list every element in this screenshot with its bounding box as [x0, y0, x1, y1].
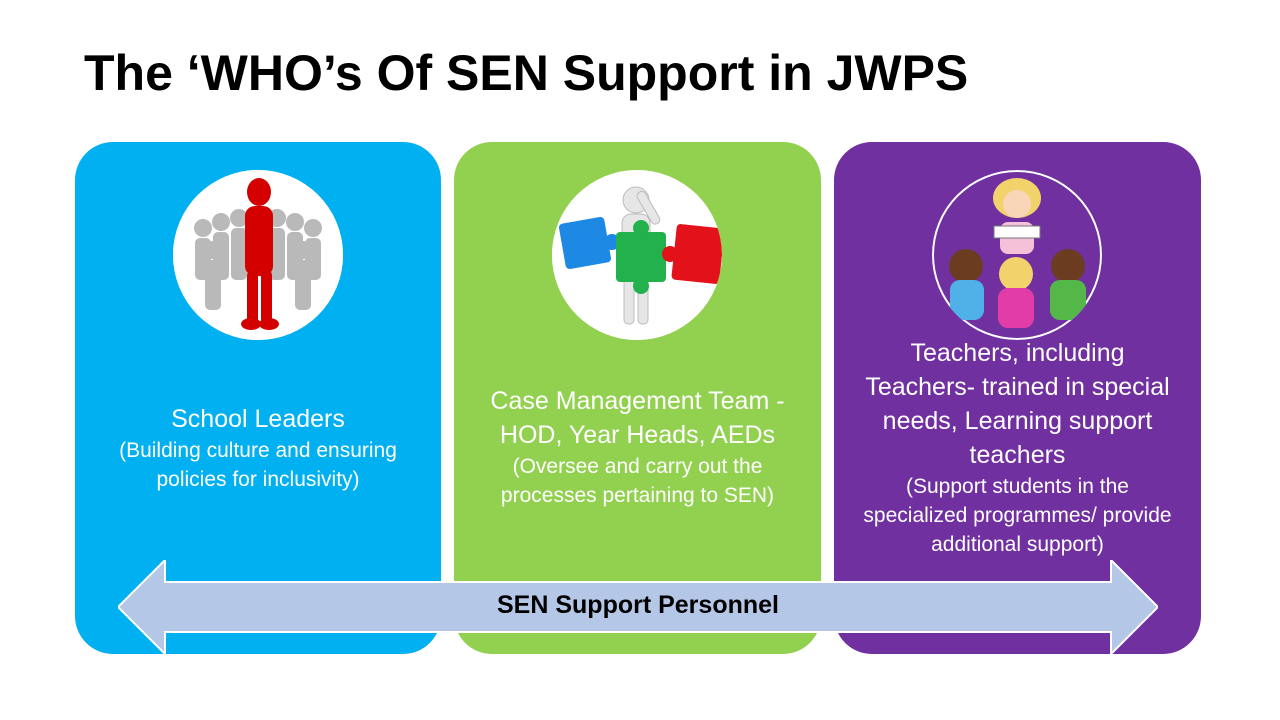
- case-management-card: Case Management Team - HOD, Year Heads, …: [454, 142, 821, 654]
- school-leaders-card: School Leaders (Building culture and ens…: [75, 142, 441, 654]
- school-leaders-text: School Leaders (Building culture and ens…: [85, 402, 431, 494]
- sen-support-personnel-arrow: SEN Support Personnel: [118, 560, 1158, 654]
- teacher-reading-to-children-icon: [932, 170, 1102, 340]
- leader-among-crowd-icon: [173, 170, 343, 340]
- card-description: (Oversee and carry out the processes per…: [500, 455, 775, 507]
- card-heading: School Leaders: [171, 405, 345, 433]
- case-management-text: Case Management Team - HOD, Year Heads, …: [466, 384, 809, 510]
- card-description: (Building culture and ensuring policies …: [119, 439, 397, 491]
- puzzle-team-icon: [552, 170, 722, 340]
- teachers-card: Teachers, including Teachers- trained in…: [834, 142, 1201, 654]
- card-description: (Support students in the specialized pro…: [863, 475, 1172, 556]
- slide-title: The ‘WHO’s Of SEN Support in JWPS: [84, 45, 969, 101]
- arrow-label: SEN Support Personnel: [497, 591, 779, 619]
- teachers-text: Teachers, including Teachers- trained in…: [854, 336, 1181, 559]
- card-heading: Teachers, including Teachers- trained in…: [865, 339, 1170, 469]
- card-heading: Case Management Team - HOD, Year Heads, …: [490, 387, 785, 449]
